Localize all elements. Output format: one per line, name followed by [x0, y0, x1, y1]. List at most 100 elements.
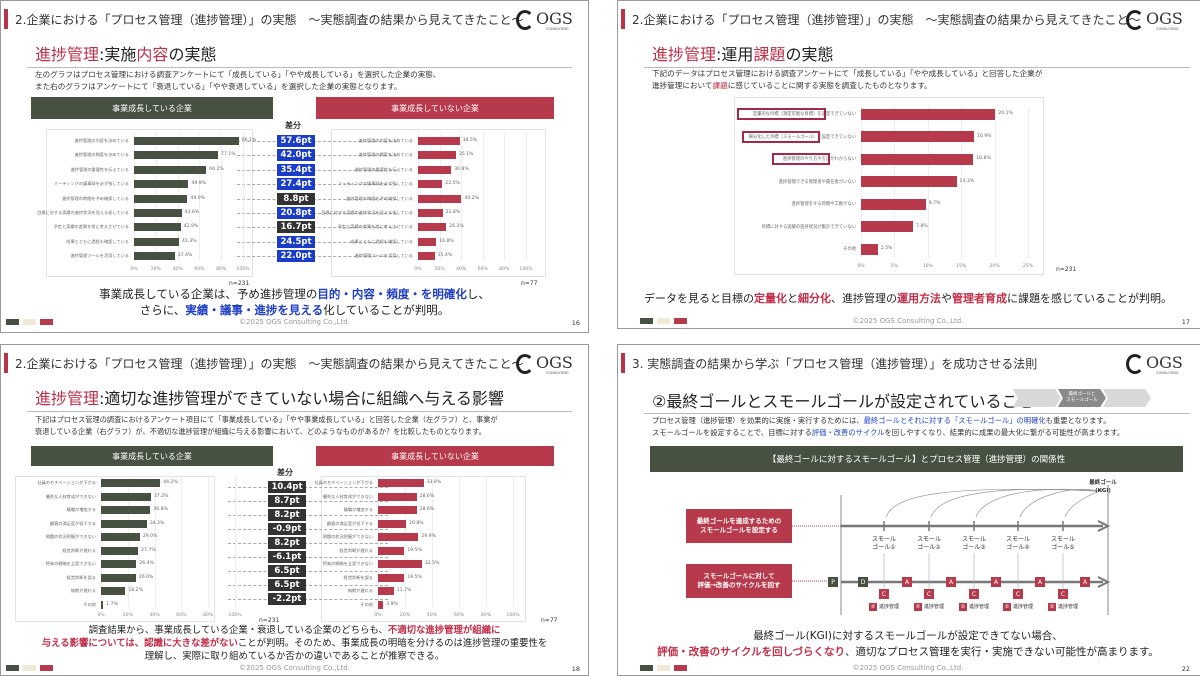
bar: [101, 533, 140, 541]
sample-size-label: n=77: [521, 280, 538, 287]
bar-category-label: 進捗管理の内容を決めている: [358, 138, 413, 143]
kgi-to-goal-arrow: [975, 488, 1097, 518]
x-tick-label: 0%: [130, 267, 138, 272]
gridline: [526, 133, 527, 261]
check-marker: C: [1058, 589, 1068, 599]
text-line: 衰退している企業（右グラフ）が、不適切な進捗管理が組織に与える影響において、どの…: [35, 426, 498, 438]
x-tick-label: 60%: [176, 613, 187, 618]
bar-value-label: 16.8%: [439, 238, 454, 244]
bar: [418, 223, 447, 232]
gridline: [127, 475, 129, 607]
x-tick-label: 25%: [1022, 264, 1034, 269]
footer-color-red: [40, 665, 53, 671]
text-line: 下記のデータはプロセス管理における調査アンケートにて「成長している」「やや成長し…: [652, 68, 1042, 80]
step-arrow-1: [1013, 389, 1061, 407]
check-marker: C: [879, 589, 889, 599]
highlighted-text: 実績・議事・進捗を見える: [185, 303, 324, 317]
footer-color-green: [6, 665, 19, 671]
header-accent-bar: [621, 9, 625, 29]
plan-marker: P: [828, 577, 838, 587]
page-number: 22: [1181, 665, 1190, 673]
bar-value-label: 41.3%: [182, 238, 197, 244]
diff-connector: [228, 585, 388, 586]
slide-16[interactable]: 2.企業における「プロセス管理（進捗管理）」の実態 ～実態調査の結果から見えてき…: [0, 0, 589, 333]
gridline: [154, 475, 156, 607]
text-segment: 最終ゴール(KGI)に対するスモールゴールが設定できてない場合、: [753, 630, 1063, 642]
header-accent-bar: [4, 9, 8, 29]
step-number-icon: ②: [1002, 603, 1011, 611]
diff-badge: 8.2pt: [268, 537, 306, 549]
act-marker: A: [991, 577, 1001, 587]
check-marker: C: [969, 589, 979, 599]
diff-badge: 20.8pt: [277, 207, 315, 219]
bar-category-label: 予定と実績の差異を常に考えさせている: [337, 224, 413, 230]
footer-color-green: [6, 319, 19, 325]
diff-connector: [228, 543, 388, 544]
bar-category-label: 進捗管理のやり方や方法がわからない: [782, 157, 856, 162]
bar: [134, 137, 239, 145]
x-tick-label: 80%: [480, 613, 492, 618]
x-tick-label: 20%: [122, 613, 133, 618]
gridline: [243, 133, 244, 261]
description: 左のグラフはプロセス管理における調査アンケートにて「成長している」「やや成長して…: [35, 69, 441, 93]
diff-connector: [228, 501, 388, 502]
bar-category-label: 経営判断が遅れる: [62, 547, 96, 553]
highlighted-text: 細分化: [798, 292, 831, 305]
bar-value-label: 49.0%: [190, 195, 205, 201]
diff-connector: [228, 487, 388, 488]
bar: [378, 546, 405, 555]
description: 下記はプロセス管理の調査におけるアンケート項目にて「事業成長している」「やや事業…: [35, 414, 498, 438]
relationship-banner: 【最終ゴールに対するスモールゴール】とプロセス管理（進捗管理）の関係性: [650, 446, 1183, 472]
diff-connector: [237, 213, 397, 214]
goal-axis-arrowhead: [1097, 520, 1111, 532]
bar-category-label: 成果とともに過程も確認している: [350, 238, 413, 244]
bar: [378, 560, 422, 568]
diff-badge: 16.7pt: [277, 221, 315, 234]
cycle-axis-arrowhead: [1097, 576, 1111, 588]
highlighted-text: 課題: [753, 45, 786, 64]
bar: [418, 137, 460, 145]
bar: [134, 165, 207, 174]
bar-value-label: 49.9%: [191, 181, 206, 187]
x-tick-label: 5%: [890, 264, 899, 269]
slide-22[interactable]: 3. 実態調査の結果から学ぶ「プロセス管理（進捗管理）」を成功させる法則 OGS…: [617, 344, 1200, 676]
x-tick-label: 100%: [519, 267, 533, 272]
bar-category-label: 将来の戦略を立案できない: [45, 561, 96, 566]
bar-category-label: 進捗管理の頻度を決めている: [358, 152, 413, 158]
highlight-box: [742, 130, 820, 143]
gridline: [101, 475, 102, 607]
slide-17[interactable]: 2.企業における「プロセス管理（進捗管理）」の実態 ～実態調査の結果から見えてき…: [617, 0, 1200, 329]
logo-text: OGS: [1146, 353, 1183, 372]
text-segment: さらに、: [139, 303, 186, 317]
highlighted-text: 評価・改善のサイクル: [811, 428, 885, 437]
text-segment: スモールゴールを設定することで、目標に対する: [652, 428, 812, 437]
text-segment: データを見ると目標の: [644, 292, 754, 305]
diff-connector: [237, 227, 397, 229]
right-chart-panel: [321, 476, 526, 622]
bar: [861, 131, 974, 142]
bar: [418, 209, 443, 217]
bar: [134, 252, 175, 261]
goal-setting-box: 最終ゴールを達成するための スモールゴールを設定する: [686, 509, 792, 543]
bar-value-label: 44.2%: [163, 480, 178, 485]
gridline: [221, 133, 223, 261]
bar-value-label: 28.6%: [419, 493, 435, 499]
slide-18[interactable]: 2.企業における「プロセス管理（進捗管理）」の実態 ～実態調査の結果から見えてき…: [0, 344, 589, 676]
bar-value-label: 30.8%: [454, 166, 469, 172]
description: 下記のデータはプロセス管理における調査アンケートにて「成長している」「やや成長し…: [652, 68, 1042, 92]
x-tick-label: 20%: [150, 267, 161, 272]
text-segment: ことが判明。そのため、事業成長の明暗を分けるのは進捗管理の重要性を: [237, 638, 548, 649]
bar-value-label: 37.2%: [153, 493, 169, 499]
bar: [861, 108, 996, 120]
step-arrow-2-current: 最終ゴールと スモールゴール: [1058, 389, 1106, 407]
footer-color-green: [640, 318, 653, 324]
highlight-box: [737, 108, 826, 120]
highlighted-text: 管理者育成: [952, 292, 1007, 305]
step-number-icon: ②: [958, 603, 967, 611]
bar: [378, 492, 417, 501]
text-segment: の実態: [168, 45, 217, 64]
diff-badge: 8.8pt: [277, 192, 315, 205]
x-tick-label: 0%: [374, 613, 382, 618]
diff-connector: [237, 184, 397, 186]
header-accent-bar: [4, 353, 8, 373]
